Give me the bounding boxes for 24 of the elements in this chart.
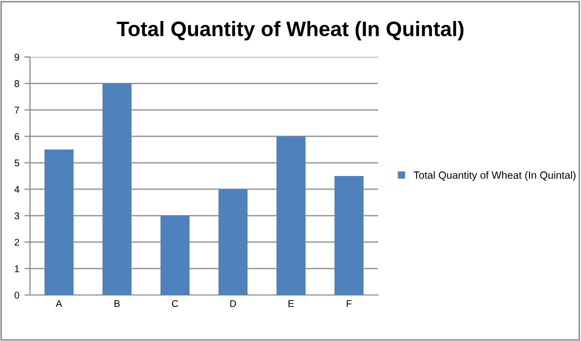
y-tick-label: 2 [14, 238, 20, 246]
y-tick-label: 3 [14, 212, 20, 220]
chart-title: Total Quantity of Wheat (In Quintal) [116, 20, 464, 40]
bar [276, 136, 306, 295]
x-tick-label: C [172, 300, 178, 307]
bar [218, 189, 248, 295]
y-tick-label: 5 [14, 160, 20, 166]
bar [44, 150, 74, 295]
bar [334, 176, 364, 295]
bar [160, 216, 190, 295]
x-tick-label: A [56, 300, 62, 307]
y-tick-label: 9 [14, 54, 20, 61]
x-tick-label: F [346, 300, 352, 307]
legend-label: Total Quantity of Wheat (In Quintal) [414, 171, 576, 181]
x-tick-label: E [288, 300, 294, 307]
bar [102, 83, 132, 295]
y-tick-label: 7 [14, 106, 20, 114]
x-tick-label: B [114, 300, 120, 307]
y-tick-label: 6 [14, 133, 20, 140]
x-tick-label: D [230, 300, 236, 307]
y-tick-label: 1 [14, 265, 20, 272]
y-tick-label: 0 [14, 292, 20, 299]
y-tick-label: 8 [14, 80, 20, 88]
y-tick-label: 4 [14, 186, 20, 193]
